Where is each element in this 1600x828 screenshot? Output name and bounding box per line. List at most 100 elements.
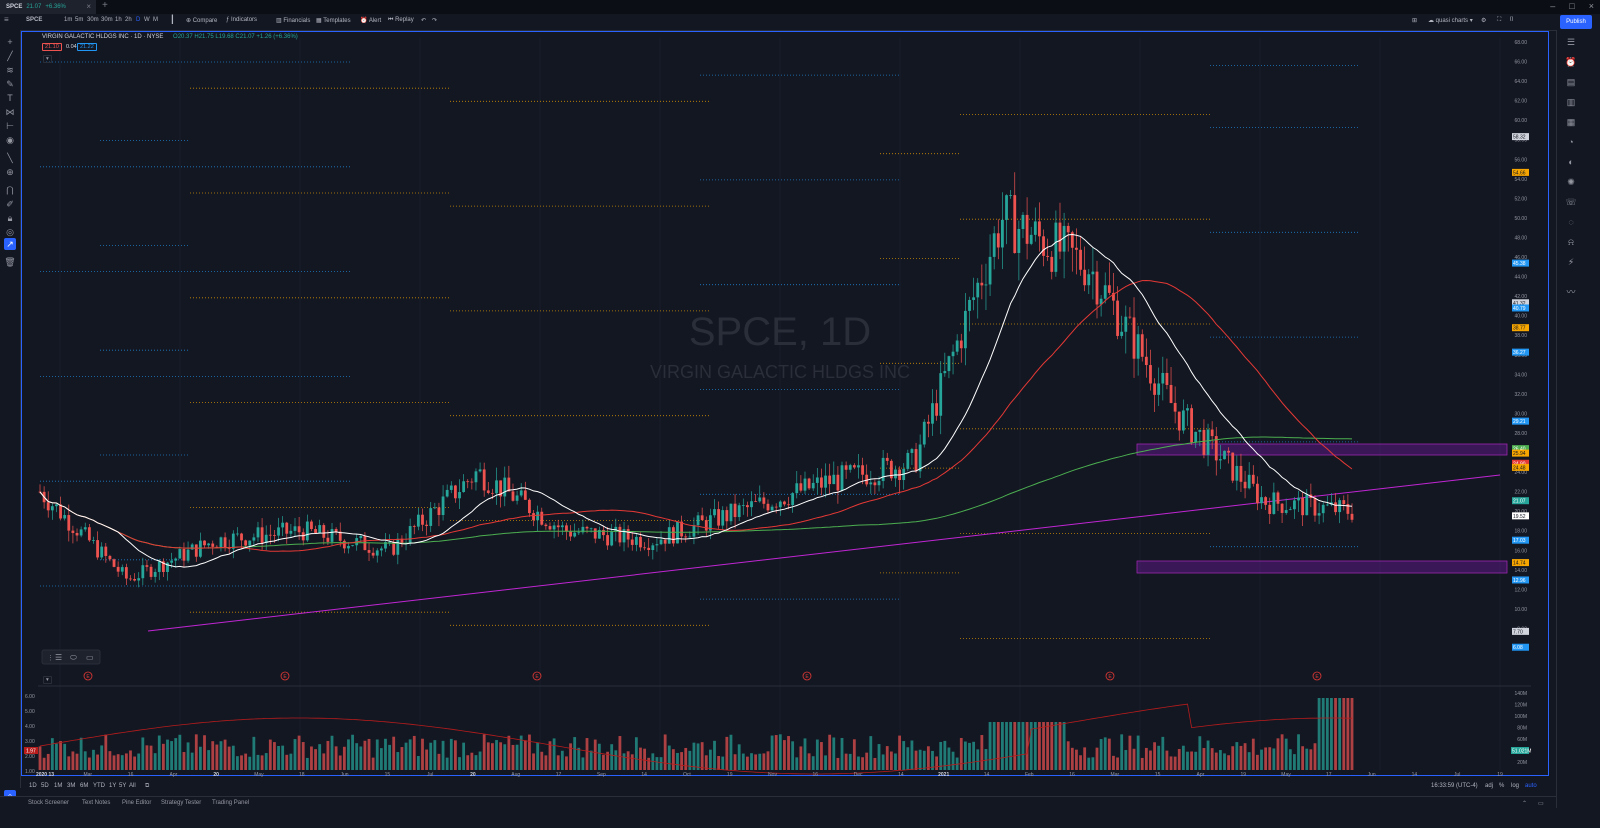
earnings-marker[interactable] xyxy=(83,671,93,681)
candles-icon[interactable]: ┃ xyxy=(170,15,175,24)
ideas-icon[interactable]: ◔ xyxy=(1568,137,1574,147)
axis-percent[interactable]: % xyxy=(1499,783,1505,789)
range-1m[interactable]: 1M xyxy=(54,783,63,789)
interval-5m[interactable]: 5m xyxy=(75,17,84,23)
maximize-icon[interactable]: □ xyxy=(1569,1,1575,11)
pattern-icon[interactable]: ⋈ xyxy=(5,107,15,117)
alerts-icon[interactable]: ⏰ xyxy=(1565,57,1577,67)
alert-button[interactable]: ⏰ Alert xyxy=(360,17,381,24)
trash-icon[interactable]: 🗑︎ xyxy=(4,257,16,267)
fullscreen-icon[interactable]: ⛶ xyxy=(1497,17,1502,23)
range-5d[interactable]: 5D xyxy=(41,783,49,789)
signal-icon[interactable]: ⚡︎ xyxy=(1567,257,1575,267)
layout-selector[interactable]: ☁ quasi charts ▾ xyxy=(1428,18,1473,24)
measure-icon[interactable]: ⊢ xyxy=(6,121,14,131)
collapse-volume-icon[interactable]: ▾ xyxy=(43,676,52,684)
note-icon[interactable]: ☰ xyxy=(55,653,62,662)
earnings-marker[interactable] xyxy=(532,671,542,681)
stay-drawing-icon[interactable]: ✐ xyxy=(6,199,14,209)
financials-button[interactable]: ▥ Financials xyxy=(276,17,310,24)
ruler-icon[interactable]: ╲ xyxy=(7,153,13,163)
range-3m[interactable]: 3M xyxy=(67,783,76,789)
interval-2h[interactable]: 2h xyxy=(125,17,132,23)
interval-d[interactable]: D xyxy=(136,17,141,23)
ask-badge[interactable]: 21.22 xyxy=(77,43,97,51)
camera-icon[interactable]: ⌷ xyxy=(1510,17,1514,23)
clock-time[interactable]: 16:33:59 (UTC-4) xyxy=(1431,783,1478,789)
axis-adj[interactable]: adj xyxy=(1485,783,1494,789)
range-6m[interactable]: 6M xyxy=(80,783,89,789)
gear-icon[interactable]: ⚙ xyxy=(1481,18,1487,24)
text-icon[interactable]: T xyxy=(7,93,13,103)
chat-icon[interactable]: ☏ xyxy=(1565,197,1577,207)
range-1y[interactable]: 1Y xyxy=(109,783,117,789)
visibility-icon[interactable]: ◎ xyxy=(6,227,14,237)
chart-tab[interactable]: SPCE 21.07 +6.36% × xyxy=(0,0,96,14)
tab-pine-editor[interactable]: Pine Editor xyxy=(122,800,152,806)
support-zone[interactable] xyxy=(1136,560,1508,574)
indicators-button[interactable]: ƒ Indicators xyxy=(226,17,257,23)
bell-icon[interactable]: ⍾ xyxy=(1568,237,1574,247)
drag-handle-icon[interactable]: ⋮ xyxy=(47,655,54,662)
interval-1m[interactable]: 1m xyxy=(64,17,73,23)
earnings-marker[interactable] xyxy=(802,671,812,681)
brush-icon[interactable]: ✎ xyxy=(6,79,14,89)
interval-30m-b[interactable]: 30m xyxy=(101,17,113,23)
new-tab-icon[interactable]: + xyxy=(102,0,108,11)
tab-stock-screener[interactable]: Stock Screener xyxy=(28,800,70,806)
publish-button[interactable]: Publish xyxy=(1560,15,1592,29)
axis-auto[interactable]: auto xyxy=(1525,783,1537,789)
data-window-icon[interactable]: ▤ xyxy=(1566,77,1576,87)
maximize-panel-icon[interactable]: ▭ xyxy=(1538,801,1544,807)
minimize-icon[interactable]: – xyxy=(1550,1,1556,11)
trend-line-icon[interactable]: ╱ xyxy=(7,51,13,61)
fib-icon[interactable]: ≋ xyxy=(6,65,14,75)
calendar-icon[interactable]: ▦ xyxy=(1566,117,1576,127)
earnings-marker[interactable] xyxy=(1105,671,1115,681)
tab-strategy-tester[interactable]: Strategy Tester xyxy=(161,800,202,806)
lightbulb-icon[interactable]: ✺ xyxy=(1567,177,1575,187)
streams-icon[interactable]: ◐ xyxy=(1568,157,1574,167)
range-1d[interactable]: 1D xyxy=(29,783,37,789)
bid-badge[interactable]: 21.10 xyxy=(42,43,62,51)
undo-icon[interactable]: ↶ xyxy=(421,18,427,24)
tab-trading-panel[interactable]: Trading Panel xyxy=(212,800,250,806)
templates-button[interactable]: ▦ Templates xyxy=(316,17,351,24)
layout-grid-icon[interactable]: ⊞ xyxy=(1412,18,1418,24)
trend-icon[interactable]: 〰 xyxy=(1566,287,1576,297)
magnet-icon[interactable]: ⋂ xyxy=(6,185,14,195)
lock-icon[interactable]: 🔒︎ xyxy=(7,213,13,223)
close-window-icon[interactable]: × xyxy=(1588,1,1594,11)
zoom-icon[interactable]: ⊕ xyxy=(6,167,14,177)
range-all[interactable]: All xyxy=(129,783,136,789)
interval-1h[interactable]: 1h xyxy=(115,17,122,23)
earnings-marker[interactable] xyxy=(1312,671,1322,681)
ellipse-icon[interactable]: ⬭ xyxy=(70,653,77,662)
interval-30m-a[interactable]: 30m xyxy=(87,17,99,23)
time-axis[interactable]: 2020 13 Mar 16 Apr 20 May 18 Jun 15 Jul 20 Aug 17 Sep… xyxy=(36,772,1503,778)
redo-icon[interactable]: ↷ xyxy=(432,18,438,24)
resistance-zone[interactable] xyxy=(1136,443,1508,456)
symbol-search[interactable]: SPCE xyxy=(26,17,43,23)
compare-button[interactable]: ⊕ Compare xyxy=(186,17,217,24)
sync-drawings-icon[interactable]: ↗ xyxy=(4,238,16,250)
interval-w[interactable]: W xyxy=(144,17,150,23)
range-5y[interactable]: 5Y xyxy=(119,783,127,789)
range-ytd[interactable]: YTD xyxy=(93,783,105,789)
replay-button[interactable]: ⏮ Replay xyxy=(388,17,414,24)
close-icon[interactable]: × xyxy=(86,2,91,11)
goto-date-icon[interactable]: ⧉ xyxy=(145,783,150,789)
menu-icon[interactable]: ≡ xyxy=(4,15,9,24)
price-axis[interactable]: 68.00 66.00 64.00 62.00 60.00 58.00 56.00 54.00… xyxy=(1514,40,1527,652)
collapse-panel-icon[interactable]: ⌃ xyxy=(1522,801,1528,807)
axis-log[interactable]: log xyxy=(1511,783,1520,789)
watchlist-icon[interactable]: ☰ xyxy=(1566,37,1576,47)
tab-text-notes[interactable]: Text Notes xyxy=(82,800,111,806)
interval-m[interactable]: M xyxy=(153,17,158,23)
crosshair-icon[interactable]: + xyxy=(7,37,13,47)
hotlist-icon[interactable]: ▥ xyxy=(1566,97,1576,107)
notifications-icon[interactable]: ◌ xyxy=(1568,217,1574,227)
eye-icon[interactable]: ◉ xyxy=(6,135,14,145)
rectangle-icon[interactable]: ▭ xyxy=(86,653,94,662)
